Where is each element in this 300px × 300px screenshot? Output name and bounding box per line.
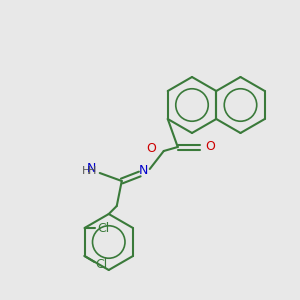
Text: N: N — [139, 164, 148, 176]
Text: Cl: Cl — [98, 221, 110, 235]
Text: H: H — [81, 166, 90, 176]
Text: Cl: Cl — [95, 257, 108, 271]
Text: O: O — [205, 140, 214, 154]
Text: O: O — [146, 142, 156, 155]
Text: N: N — [86, 163, 96, 176]
Text: H: H — [87, 166, 96, 176]
